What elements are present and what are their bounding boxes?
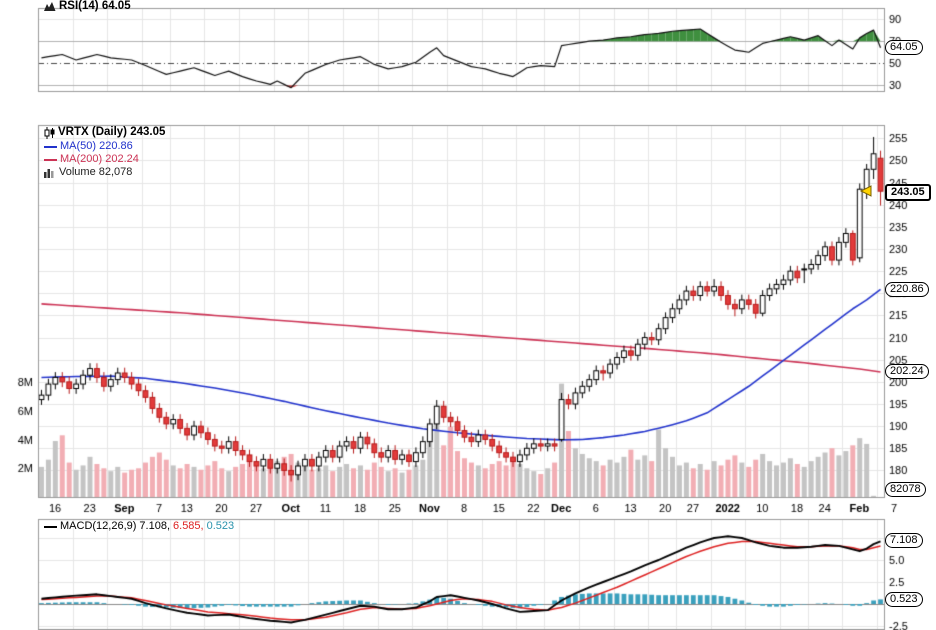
- volume-value-badge: 82078: [885, 482, 926, 497]
- ma200-value-badge: 202.24: [885, 364, 929, 379]
- ma50-legend-label: MA(50) 220.86: [60, 140, 133, 152]
- rsi-area-icon: [44, 1, 56, 12]
- rsi-legend-label: RSI(14) 64.05: [59, 0, 131, 12]
- ma200-legend: MA(200) 202.24: [44, 153, 139, 166]
- volume-legend: Volume 82,078: [44, 166, 132, 179]
- macd-line-icon: [44, 525, 57, 528]
- macd-hist-badge: 0.523: [885, 592, 923, 607]
- macd-value-badge: 7.108: [885, 533, 923, 548]
- macd-signal-value: 6.585,: [173, 520, 204, 532]
- rsi-value-badge: 64.05: [885, 40, 923, 55]
- ma200-line-icon: [44, 158, 57, 161]
- volume-bars-icon: [44, 168, 56, 178]
- macd-legend: MACD(12,26,9) 7.108, 6.585, 0.523: [44, 520, 234, 533]
- symbol-legend-label: VRTX (Daily) 243.05: [58, 126, 166, 138]
- ma50-value-badge: 220.86: [885, 282, 929, 297]
- symbol-legend: VRTX (Daily) 243.05: [44, 126, 165, 139]
- last-price-badge: 243.05: [885, 184, 931, 201]
- macd-value: 7.108,: [139, 520, 171, 532]
- rsi-legend: RSI(14) 64.05: [44, 0, 131, 13]
- last-price-marker-icon: [859, 184, 873, 203]
- ma50-legend: MA(50) 220.86: [44, 140, 133, 153]
- macd-hist-value: 0.523: [206, 520, 235, 532]
- candlestick-icon: [44, 126, 55, 139]
- ma50-line-icon: [44, 145, 57, 148]
- volume-legend-label: Volume 82,078: [59, 166, 133, 178]
- macd-legend-label: MACD(12,26,9): [60, 520, 137, 532]
- ma200-legend-label: MA(200) 202.24: [60, 153, 139, 165]
